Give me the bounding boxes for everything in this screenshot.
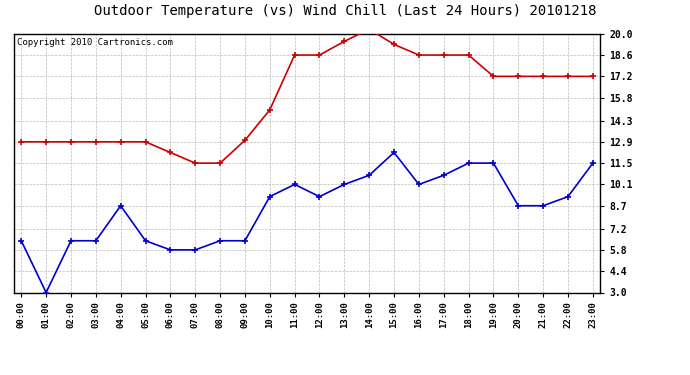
Text: Outdoor Temperature (vs) Wind Chill (Last 24 Hours) 20101218: Outdoor Temperature (vs) Wind Chill (Las… (94, 4, 596, 18)
Text: Copyright 2010 Cartronics.com: Copyright 2010 Cartronics.com (17, 38, 172, 46)
